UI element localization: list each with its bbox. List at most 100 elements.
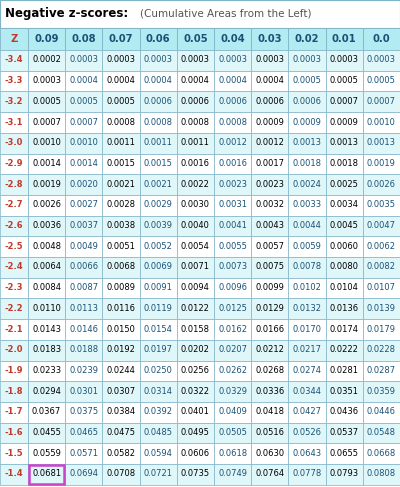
Text: 0.0006: 0.0006 xyxy=(144,97,173,106)
Text: 0.0099: 0.0099 xyxy=(255,283,284,292)
Bar xyxy=(288,92,326,112)
Bar xyxy=(28,28,65,50)
Bar xyxy=(326,340,363,360)
Bar xyxy=(363,423,400,443)
Text: -2.4: -2.4 xyxy=(5,262,23,271)
Text: 0.0038: 0.0038 xyxy=(106,221,136,230)
Text: 0.0007: 0.0007 xyxy=(330,97,359,106)
Text: 0.0: 0.0 xyxy=(372,34,390,43)
Bar xyxy=(28,402,65,423)
Bar xyxy=(177,423,214,443)
Bar xyxy=(214,278,251,299)
Text: 0.0154: 0.0154 xyxy=(144,324,173,334)
Bar xyxy=(65,216,102,236)
Text: 0.0068: 0.0068 xyxy=(106,262,136,271)
Bar xyxy=(214,50,251,71)
Bar xyxy=(288,340,326,360)
Bar xyxy=(363,50,400,71)
Bar xyxy=(251,278,288,299)
Text: 0.0019: 0.0019 xyxy=(32,180,61,188)
Bar xyxy=(0,92,28,112)
Bar xyxy=(65,195,102,216)
Text: 0.0418: 0.0418 xyxy=(255,407,284,416)
Bar xyxy=(102,133,140,153)
Bar xyxy=(65,278,102,299)
Bar xyxy=(288,71,326,92)
Text: 0.0174: 0.0174 xyxy=(330,324,359,334)
Text: -2.6: -2.6 xyxy=(5,221,23,230)
Bar xyxy=(0,153,28,174)
Text: 0.0066: 0.0066 xyxy=(69,262,98,271)
Text: 0.0007: 0.0007 xyxy=(69,117,98,127)
Text: 0.0351: 0.0351 xyxy=(330,387,359,395)
Text: 0.0019: 0.0019 xyxy=(367,159,396,168)
Bar xyxy=(288,153,326,174)
Bar xyxy=(28,360,65,381)
Bar xyxy=(102,50,140,71)
Bar xyxy=(326,92,363,112)
Text: 0.0808: 0.0808 xyxy=(367,469,396,478)
Text: 0.0192: 0.0192 xyxy=(106,345,136,354)
Text: 0.0537: 0.0537 xyxy=(330,428,359,437)
Bar xyxy=(214,195,251,216)
Text: 0.0122: 0.0122 xyxy=(181,304,210,313)
Bar xyxy=(214,360,251,381)
Text: 0.0582: 0.0582 xyxy=(106,449,136,458)
Bar xyxy=(28,423,65,443)
Text: 0.0606: 0.0606 xyxy=(181,449,210,458)
Bar xyxy=(28,71,65,92)
Bar xyxy=(177,153,214,174)
Text: 0.0037: 0.0037 xyxy=(69,221,98,230)
Text: 0.0049: 0.0049 xyxy=(69,242,98,251)
Text: 0.0091: 0.0091 xyxy=(144,283,173,292)
Bar xyxy=(0,28,28,50)
Text: 0.0006: 0.0006 xyxy=(181,97,210,106)
Text: 0.0005: 0.0005 xyxy=(367,76,396,85)
Text: 0.0030: 0.0030 xyxy=(181,200,210,209)
Text: 0.0516: 0.0516 xyxy=(255,428,284,437)
Bar xyxy=(288,319,326,340)
Bar xyxy=(102,340,140,360)
Bar xyxy=(363,299,400,319)
Bar xyxy=(214,112,251,133)
Text: 0.0006: 0.0006 xyxy=(255,97,284,106)
Text: 0.0010: 0.0010 xyxy=(69,138,98,147)
Bar xyxy=(177,402,214,423)
Text: 0.0005: 0.0005 xyxy=(69,97,98,106)
Text: 0.0006: 0.0006 xyxy=(218,97,247,106)
Text: 0.0062: 0.0062 xyxy=(367,242,396,251)
Text: -3.3: -3.3 xyxy=(5,76,23,85)
Text: 0.0003: 0.0003 xyxy=(255,56,284,64)
Bar xyxy=(177,216,214,236)
Bar xyxy=(28,278,65,299)
Bar xyxy=(0,464,28,485)
Text: 0.0016: 0.0016 xyxy=(181,159,210,168)
Text: 0.0010: 0.0010 xyxy=(367,117,396,127)
Bar xyxy=(65,319,102,340)
Bar xyxy=(140,153,177,174)
Bar xyxy=(102,28,140,50)
Text: 0.0012: 0.0012 xyxy=(218,138,247,147)
Bar xyxy=(326,71,363,92)
Text: -2.5: -2.5 xyxy=(5,242,23,251)
Bar xyxy=(0,112,28,133)
Text: 0.0150: 0.0150 xyxy=(106,324,136,334)
Text: 0.0301: 0.0301 xyxy=(69,387,98,395)
Text: 0.06: 0.06 xyxy=(146,34,170,43)
Text: 0.0526: 0.0526 xyxy=(292,428,322,437)
Text: 0.0132: 0.0132 xyxy=(292,304,322,313)
Text: 0.0202: 0.0202 xyxy=(181,345,210,354)
Text: 0.0005: 0.0005 xyxy=(32,97,61,106)
Text: 0.0004: 0.0004 xyxy=(255,76,284,85)
Bar xyxy=(65,360,102,381)
Bar xyxy=(214,319,251,340)
Bar xyxy=(363,340,400,360)
Text: 0.0007: 0.0007 xyxy=(32,117,61,127)
Text: 0.0014: 0.0014 xyxy=(32,159,61,168)
Text: Negative z-scores:: Negative z-scores: xyxy=(5,7,128,20)
Text: 0.0018: 0.0018 xyxy=(330,159,359,168)
Text: 0.0004: 0.0004 xyxy=(218,76,247,85)
Text: 0.0336: 0.0336 xyxy=(255,387,284,395)
Bar xyxy=(140,92,177,112)
Text: 0.0071: 0.0071 xyxy=(181,262,210,271)
